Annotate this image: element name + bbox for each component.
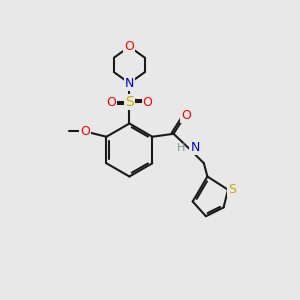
Text: S: S (125, 95, 134, 109)
Text: O: O (124, 40, 134, 53)
Text: H: H (177, 142, 186, 153)
Text: O: O (143, 96, 153, 109)
Text: O: O (181, 109, 191, 122)
Text: S: S (228, 183, 236, 196)
Text: O: O (106, 96, 116, 109)
Text: N: N (190, 141, 200, 154)
Text: O: O (80, 125, 90, 138)
Text: N: N (125, 77, 134, 90)
